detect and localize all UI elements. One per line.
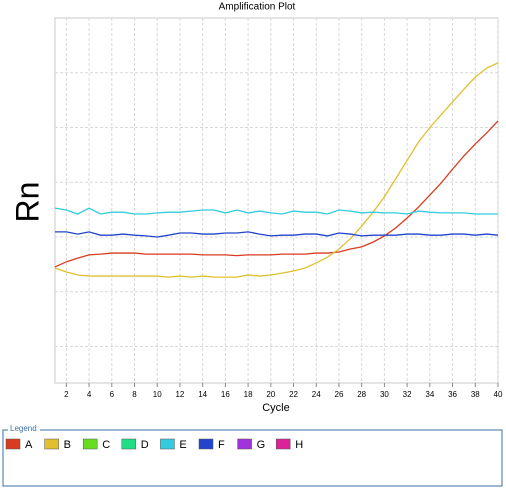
legend-title: Legend: [10, 424, 37, 433]
x-tick-label: 2: [64, 390, 69, 399]
legend-label: A: [25, 439, 33, 451]
legend-swatch: [160, 438, 175, 450]
legend-swatch: [5, 438, 21, 450]
legend-label: F: [218, 439, 225, 451]
series-line: [54, 207, 498, 215]
legend-swatch: [198, 438, 214, 450]
legend-swatch: [275, 438, 291, 450]
x-tick-label: 4: [87, 390, 92, 399]
legend-label: D: [141, 439, 149, 451]
legend-label: B: [64, 439, 71, 451]
x-tick-label: 38: [471, 390, 480, 399]
legend-label: G: [257, 439, 266, 451]
legend-title-bg: [8, 424, 40, 436]
x-tick-label: 16: [221, 390, 230, 399]
legend-box: [2, 429, 503, 487]
y-axis-label: Rn: [9, 182, 45, 223]
x-tick-label: 34: [425, 390, 434, 399]
legend-label: E: [179, 439, 186, 451]
legend-swatch: [237, 438, 252, 450]
legend-swatch: [121, 438, 137, 450]
x-tick-label: 8: [132, 390, 137, 399]
series-line: [54, 62, 499, 278]
x-tick-label: 20: [266, 390, 275, 399]
x-tick-label: 10: [153, 390, 162, 399]
x-axis-label: Cycle: [262, 402, 290, 414]
series-line: [55, 231, 499, 238]
x-tick-label: 32: [403, 390, 412, 399]
x-tick-label: 30: [380, 390, 389, 399]
legend-label: C: [102, 439, 110, 451]
x-tick-label: 26: [335, 390, 344, 399]
legend-swatch: [44, 438, 59, 450]
x-tick-label: 24: [312, 390, 321, 399]
x-tick-label: 6: [110, 390, 115, 399]
x-tick-label: 12: [175, 390, 184, 399]
series-line: [54, 120, 499, 268]
legend-label: H: [295, 439, 303, 451]
x-tick-label: 36: [448, 390, 457, 399]
x-tick-label: 28: [357, 390, 366, 399]
x-tick-label: 18: [244, 390, 253, 399]
legend-swatch: [82, 438, 98, 450]
chart-title: Amplification Plot: [219, 2, 296, 13]
x-tick-label: 22: [289, 390, 298, 399]
x-tick-label: 40: [494, 390, 503, 399]
x-tick-label: 14: [198, 390, 207, 399]
